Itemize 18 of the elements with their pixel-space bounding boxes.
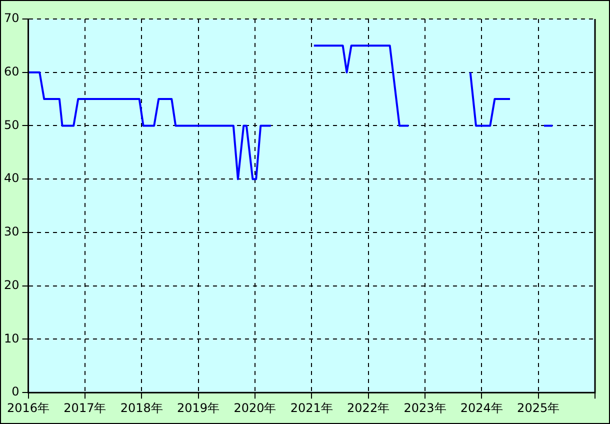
x-tick-label: 2022年 <box>347 400 390 415</box>
x-tick-label: 2021年 <box>290 400 333 415</box>
y-tick-label: 50 <box>4 118 20 132</box>
y-tick-label: 40 <box>4 171 20 186</box>
y-tick-label: 10 <box>4 331 20 346</box>
x-tick-label: 2017年 <box>64 400 106 415</box>
x-tick-label: 2025年 <box>517 400 560 415</box>
x-tick-label: 2018年 <box>120 400 163 415</box>
x-tick-label: 2016年 <box>6 400 50 415</box>
y-tick-label: 60 <box>4 64 20 78</box>
x-tick-label: 2024年 <box>460 400 503 415</box>
y-tick-label: 70 <box>4 11 20 26</box>
x-tick-label: 2020年 <box>234 400 276 415</box>
y-tick-label: 30 <box>4 224 20 239</box>
x-tick-label: 2019年 <box>177 400 220 415</box>
x-tick-label: 2023年 <box>404 400 446 415</box>
y-tick-label: 0 <box>12 384 20 399</box>
y-tick-label: 20 <box>4 278 20 292</box>
